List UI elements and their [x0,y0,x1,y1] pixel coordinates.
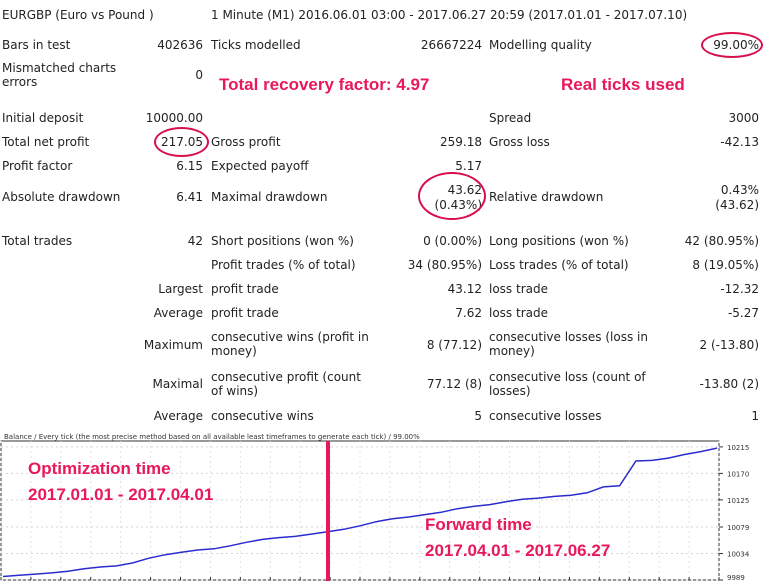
maximal-consecutive-loss-label: consecutive loss (count of losses) [489,370,646,398]
maximum-label: Maximum [143,338,203,352]
loss-trades-label: Loss trades (% of total) [489,258,629,272]
long-positions-value: 42 (80.95%) [684,234,759,248]
real-ticks-annotation: Real ticks used [561,75,685,94]
absolute-drawdown-label: Absolute drawdown [2,190,121,204]
ticks-modelled-label: Ticks modelled [211,38,301,52]
average-profit-trade-label: profit trade [211,306,279,320]
max-consecutive-wins-label: consecutive wins (profit in money) [211,330,369,358]
average-label: Average [153,306,203,320]
total-trades-value: 42 [187,234,203,248]
y-tick-label: 10079 [727,524,749,532]
average-profit-trade-value: 7.62 [455,306,482,320]
average-consecutive-losses-value: 1 [751,409,759,423]
relative-drawdown-value: (43.62) [715,198,759,212]
spread-label: Spread [489,111,532,125]
average-consecutive-label: Average [153,409,203,423]
net-profit-highlight-ring [154,127,209,157]
y-tick-label: 10215 [727,444,749,452]
max-consecutive-losses-label: consecutive losses (loss in money) [489,330,648,358]
gross-loss-label: Gross loss [489,135,550,149]
spread-value: 3000 [728,111,759,125]
relative-drawdown-percent: 0.43% [720,183,759,197]
balance-line [2,447,718,578]
optimization-time-label: Optimization time [28,459,171,478]
forward-time-label: Forward time [425,515,532,534]
chart-x-ticks [0,577,720,580]
maximal-consecutive-profit-value: 77.12 (8) [426,377,482,391]
average-consecutive-wins-value: 5 [474,409,482,423]
optimization-time-range: 2017.01.01 - 2017.04.01 [28,485,214,504]
initial-deposit-value: 10000.00 [145,111,203,125]
ticks-modelled-value: 26667224 [420,38,482,52]
y-tick-label: 10170 [727,470,749,478]
forward-time-range: 2017.04.01 - 2017.06.27 [425,541,611,560]
average-loss-trade-label: loss trade [489,306,548,320]
optimization-forward-divider [326,441,330,581]
y-tick-label: 10125 [727,497,749,505]
total-trades-label: Total trades [2,234,73,248]
maximal-label: Maximal [152,377,203,391]
average-loss-trade-value: -5.27 [727,306,759,320]
mismatched-errors-value: 0 [195,68,203,82]
largest-profit-trade-label: profit trade [211,282,279,296]
gross-profit-label: Gross profit [211,135,281,149]
absolute-drawdown-value: 6.41 [176,190,203,204]
chart-y-ticks: 10215 10170 10125 10079 10034 9989 [719,444,750,581]
long-positions-label: Long positions (won %) [489,234,629,248]
y-tick-label: 10034 [727,550,750,558]
gross-profit-value: 259.18 [440,135,482,149]
profit-trades-value: 34 (80.95%) [407,258,482,272]
average-consecutive-wins-label: consecutive wins [211,409,314,423]
largest-loss-trade-value: -12.32 [720,282,759,296]
chart-grid [0,441,720,581]
expected-payoff-label: Expected payoff [211,159,309,173]
period-label: 1 Minute (M1) 2016.06.01 03:00 - 2017.06… [211,8,688,22]
profit-factor-value: 6.15 [176,159,203,173]
profit-factor-label: Profit factor [2,159,73,173]
symbol-label: EURGBP (Euro vs Pound ) [2,8,154,22]
average-consecutive-losses-label: consecutive losses [489,409,602,423]
modelling-quality-label: Modelling quality [489,38,592,52]
max-consecutive-wins-value: 8 (77.12) [426,338,482,352]
y-tick-label: 9989 [727,574,745,581]
largest-profit-trade-value: 43.12 [447,282,482,296]
relative-drawdown-label: Relative drawdown [489,190,604,204]
max-drawdown-highlight-ring [418,172,486,220]
bars-in-test-label: Bars in test [2,38,71,52]
balance-chart: Balance / Every tick (the most precise m… [0,430,766,581]
mismatched-errors-label: Mismatched charts errors [2,61,117,89]
maximal-consecutive-loss-value: -13.80 (2) [699,377,760,391]
profit-trades-label: Profit trades (% of total) [211,258,356,272]
largest-label: Largest [158,282,203,296]
initial-deposit-label: Initial deposit [2,111,84,125]
largest-loss-trade-label: loss trade [489,282,548,296]
short-positions-label: Short positions (won %) [211,234,354,248]
chart-title: Balance / Every tick (the most precise m… [4,433,420,441]
maximal-drawdown-label: Maximal drawdown [211,190,328,204]
gross-loss-value: -42.13 [720,135,759,149]
bars-in-test-value: 402636 [157,38,203,52]
expected-payoff-value: 5.17 [455,159,482,173]
recovery-factor-annotation: Total recovery factor: 4.97 [219,75,430,94]
loss-trades-value: 8 (19.05%) [692,258,759,272]
max-consecutive-losses-value: 2 (-13.80) [699,338,760,352]
maximal-consecutive-profit-label: consecutive profit (count of wins) [211,370,361,398]
modelling-quality-highlight-ring [701,32,763,58]
short-positions-value: 0 (0.00%) [423,234,482,248]
total-net-profit-label: Total net profit [2,135,90,149]
